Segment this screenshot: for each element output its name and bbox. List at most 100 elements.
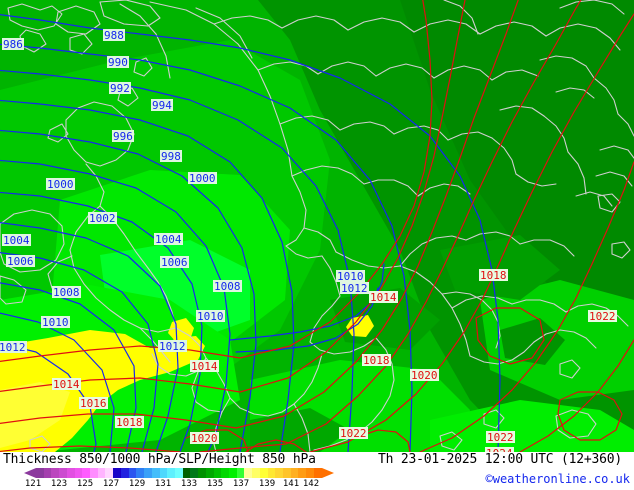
colorbar-swatch [313,468,322,478]
height-label: 1018 [115,416,144,429]
slp-label: 1010 [41,316,70,329]
slp-isobars [0,14,501,452]
colorbar-swatch [190,468,199,478]
chart-title: Thickness 850/1000 hPa/SLP/Height 850 hP… [3,452,316,467]
chart-footer: Thickness 850/1000 hPa/SLP/Height 850 hP… [0,452,634,490]
slp-label: 1002 [88,212,117,225]
colorbar-tick-label: 135 [206,479,224,489]
colorbar-tick-label: 141 [282,479,300,489]
colorbar-swatch [120,468,129,478]
height-isolines [0,0,634,452]
colorbar [24,468,334,478]
coastlines [0,0,634,452]
thickness-band-dark-ne2 [400,0,634,300]
slp-label: 1004 [2,234,31,247]
slp-label: 1012 [340,282,369,295]
map-canvas [0,0,634,452]
colorbar-tick-label: 125 [76,479,94,489]
height-label: 1018 [479,269,508,282]
height-label: 1014 [190,360,219,373]
colorbar-tick-label: 127 [102,479,120,489]
colorbar-swatch [213,468,222,478]
colorbar-tick-label: 129 [128,479,146,489]
colorbar-swatch [36,468,44,478]
height-label: 1022 [486,431,515,444]
colorbar-swatch [221,468,229,478]
height-label: 1022 [339,427,368,440]
colorbar-swatch [298,468,307,478]
slp-label: 1012 [158,340,187,353]
colorbar-swatch [43,468,52,478]
height-label: 1022 [588,310,617,323]
colorbar-swatch [259,468,268,478]
height-label: 1014 [52,378,81,391]
colorbar-swatch [236,468,245,478]
slp-label: 994 [151,99,173,112]
colorbar-swatch [151,468,160,478]
height-label: 1016 [79,397,108,410]
slp-label: 1000 [188,172,217,185]
colorbar-ticks: 121 123 125 127 129 131 133 135 137 139 141 142 [24,479,344,490]
colorbar-swatch [198,468,206,478]
colorbar-tick-label: 137 [232,479,250,489]
slp-label: 1010 [336,270,365,283]
copyright-credit: ©weatheronline.co.uk [485,472,631,486]
height-label: 1024 [485,447,514,452]
colorbar-swatch [159,468,168,478]
colorbar-tick-label: 121 [24,479,42,489]
colorbar-tick-label: 123 [50,479,68,489]
slp-label: 1006 [160,256,189,269]
slp-label: 986 [2,38,24,51]
colorbar-tick-label: 142 [302,479,320,489]
thickness-patch-dark-se3 [440,235,560,300]
colorbar-swatch [167,468,175,478]
colorbar-swatch [275,468,283,478]
slp-label: 1004 [154,233,183,246]
colorbar-swatch [113,468,121,478]
colorbar-tick-label: 133 [180,479,198,489]
slp-label: 988 [103,29,125,42]
colorbar-swatch [144,468,152,478]
colorbar-tick-label: 131 [154,479,172,489]
colorbar-swatch [128,468,137,478]
colorbar-swatch [136,468,145,478]
slp-label: 1012 [0,341,27,354]
colorbar-swatch [82,468,91,478]
colorbar-swatch [90,468,98,478]
slp-label: 990 [107,56,129,69]
slp-label: 1008 [52,286,81,299]
colorbar-swatches [36,468,322,478]
colorbar-swatch [182,468,191,478]
height-label: 1014 [369,291,398,304]
colorbar-swatch [59,468,67,478]
colorbar-swatch [174,468,183,478]
colorbar-swatch [51,468,60,478]
colorbar-swatch [306,468,314,478]
weather-map[interactable]: 986 988 990 992 994 996 998 1000 1000 10… [0,0,634,452]
colorbar-swatch [228,468,237,478]
slp-label: 992 [109,82,131,95]
model-run-info: Th 23-01-2025 12:00 UTC (12+360) [378,452,623,467]
colorbar-swatch [66,468,75,478]
height-label: 1020 [410,369,439,382]
colorbar-swatch [74,468,83,478]
height-label: 1018 [362,354,391,367]
colorbar-swatch [283,468,291,478]
colorbar-swatch [267,468,276,478]
colorbar-tick-label: 139 [258,479,276,489]
slp-label: 1006 [6,255,35,268]
colorbar-right-arrow-icon [322,468,334,478]
slp-label: 1000 [46,178,75,191]
slp-label: 998 [160,150,182,163]
thickness-patch-dark-s [250,408,350,452]
height-label: 1020 [190,432,219,445]
colorbar-swatch [244,468,253,478]
slp-label: 1010 [196,310,225,323]
colorbar-swatch [105,468,114,478]
colorbar-swatch [97,468,106,478]
thickness-patch-dark-se [500,318,565,365]
colorbar-swatch [205,468,214,478]
slp-label: 996 [112,130,134,143]
colorbar-swatch [252,468,260,478]
